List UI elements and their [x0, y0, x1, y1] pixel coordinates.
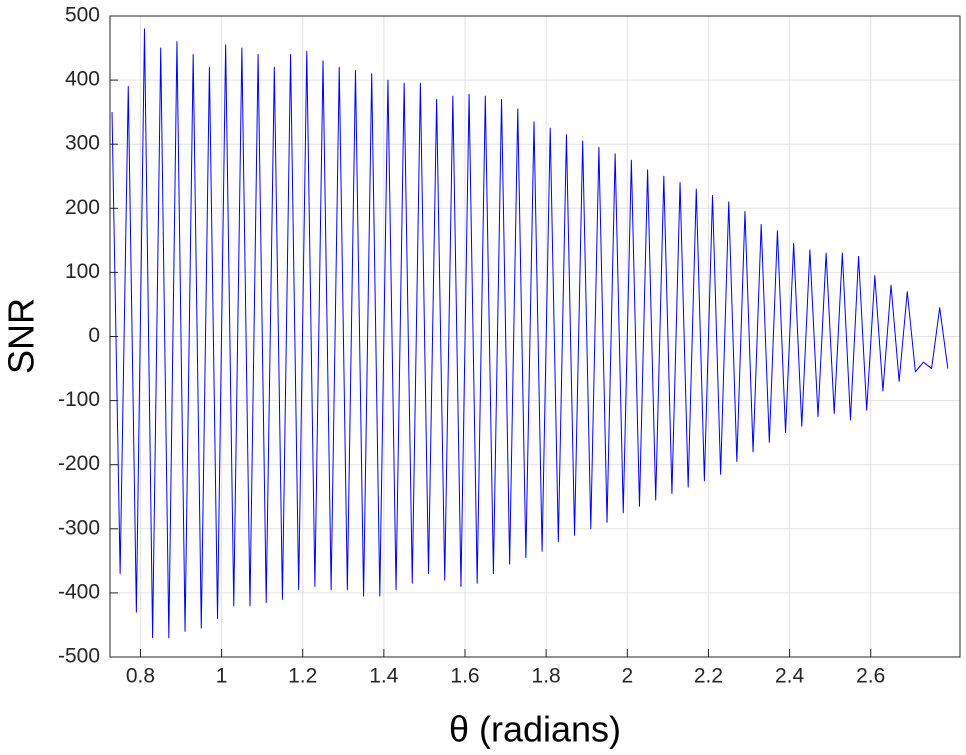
tick-labels: -500 -400 -300 -200 -100 0 100 200 300 400 500 0.8 1…: [58, 4, 885, 688]
y-tick-label: 200: [65, 196, 100, 219]
x-tick-label: 0.8: [126, 665, 155, 688]
x-tick-label: 1.6: [450, 665, 479, 688]
x-tick-label: 2: [621, 665, 633, 688]
y-tick-label: -400: [58, 580, 100, 603]
x-axis-title: θ (radians): [449, 709, 621, 750]
x-tick-label: 1.4: [369, 665, 399, 688]
y-tick-label: 0: [88, 324, 100, 347]
y-tick-label: -500: [58, 645, 100, 668]
plot-area: [111, 28, 949, 639]
y-tick-label: 400: [65, 68, 100, 91]
x-tick-label: 1.2: [288, 665, 317, 688]
x-tick-label: 2.6: [856, 665, 885, 688]
y-tick-label: -300: [58, 516, 100, 539]
x-tick-label: 1: [216, 665, 228, 688]
y-tick-label: -200: [58, 452, 100, 475]
y-tick-label: -100: [58, 388, 100, 411]
y-tick-label: 500: [65, 4, 100, 27]
x-tick-label: 2.2: [694, 665, 723, 688]
x-tick-label: 2.4: [775, 665, 805, 688]
y-tick-label: 100: [65, 260, 100, 283]
x-tick-label: 1.8: [532, 665, 561, 688]
y-axis-title: SNR: [1, 298, 42, 374]
y-tick-label: 300: [65, 132, 100, 155]
data-line: [111, 28, 949, 639]
axes-frame: [109, 15, 961, 658]
